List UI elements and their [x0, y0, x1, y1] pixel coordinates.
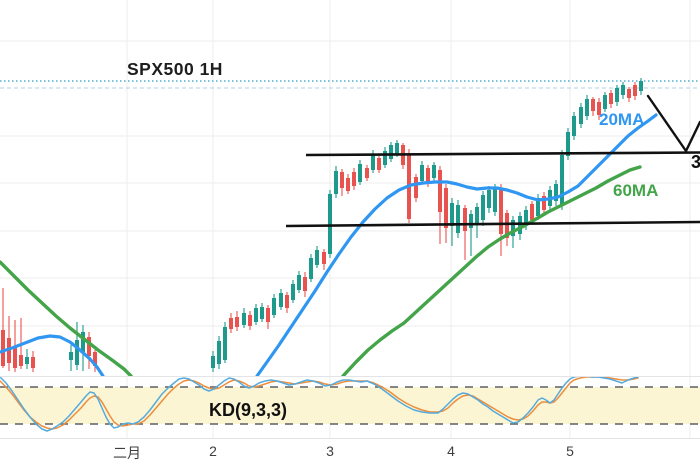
upper-trendline[interactable] [305, 151, 700, 157]
kd-overbought-oversold-band [0, 387, 700, 424]
lower-trendline[interactable] [285, 220, 700, 228]
axis-label-4: 4 [447, 443, 455, 459]
grid-lines [0, 0, 700, 438]
chart-title: SPX500 1H [127, 59, 223, 79]
drawn-annotations[interactable] [285, 94, 700, 228]
projection-zigzag-annotation[interactable] [646, 94, 700, 153]
kd-indicator-pane [0, 386, 700, 425]
axis-label-3: 3 [326, 443, 334, 459]
pane-separators [0, 376, 700, 439]
axis-label-feb: 二月 [113, 445, 141, 461]
axis-label-5: 5 [566, 443, 574, 459]
kd-indicator-label: KD(9,3,3) [209, 400, 288, 420]
partial-price-annotation: 3 [691, 152, 700, 172]
axis-label-2: 2 [209, 443, 217, 459]
ma60-label: 60MA [613, 181, 659, 200]
moving-averages [0, 113, 658, 376]
ma20-label: 20MA [599, 110, 645, 129]
kd-lines [0, 377, 639, 432]
